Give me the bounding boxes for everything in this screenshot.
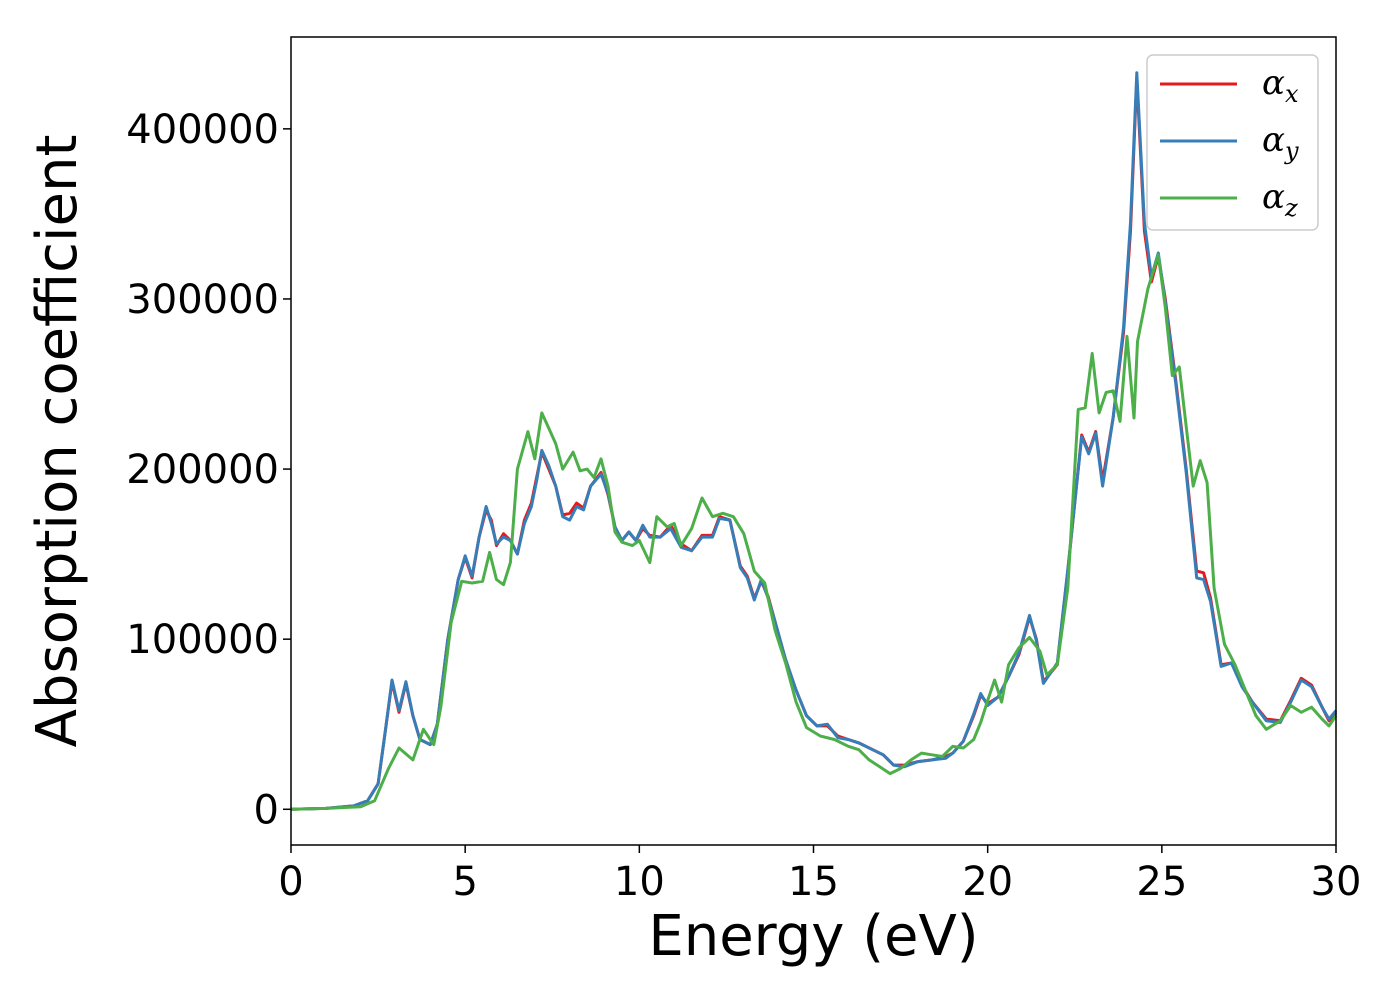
y-tick-label: 0 xyxy=(254,787,279,833)
series-layer xyxy=(290,71,1338,811)
x-axis-label: Energy (eV) xyxy=(648,904,978,969)
x-tick-label: 5 xyxy=(452,859,477,905)
y-tick-label: 400000 xyxy=(126,107,279,153)
x-tick-label: 10 xyxy=(614,859,665,905)
x-tick-label: 15 xyxy=(788,859,839,905)
y-tick-label: 100000 xyxy=(126,617,279,663)
x-tick-label: 25 xyxy=(1136,859,1187,905)
x-tick-label: 30 xyxy=(1311,859,1362,905)
y-axis-ticks: 0 100000 200000 300000 400000 xyxy=(126,107,291,833)
series-line-alpha-z xyxy=(290,253,1338,811)
y-tick-label: 200000 xyxy=(126,447,279,493)
x-tick-label: 20 xyxy=(962,859,1013,905)
y-tick-label: 300000 xyxy=(126,277,279,323)
x-tick-label: 0 xyxy=(278,859,303,905)
x-axis-ticks: 0 5 10 15 20 25 30 xyxy=(278,845,1361,905)
y-axis-label: Absorption coefficient xyxy=(25,135,90,748)
